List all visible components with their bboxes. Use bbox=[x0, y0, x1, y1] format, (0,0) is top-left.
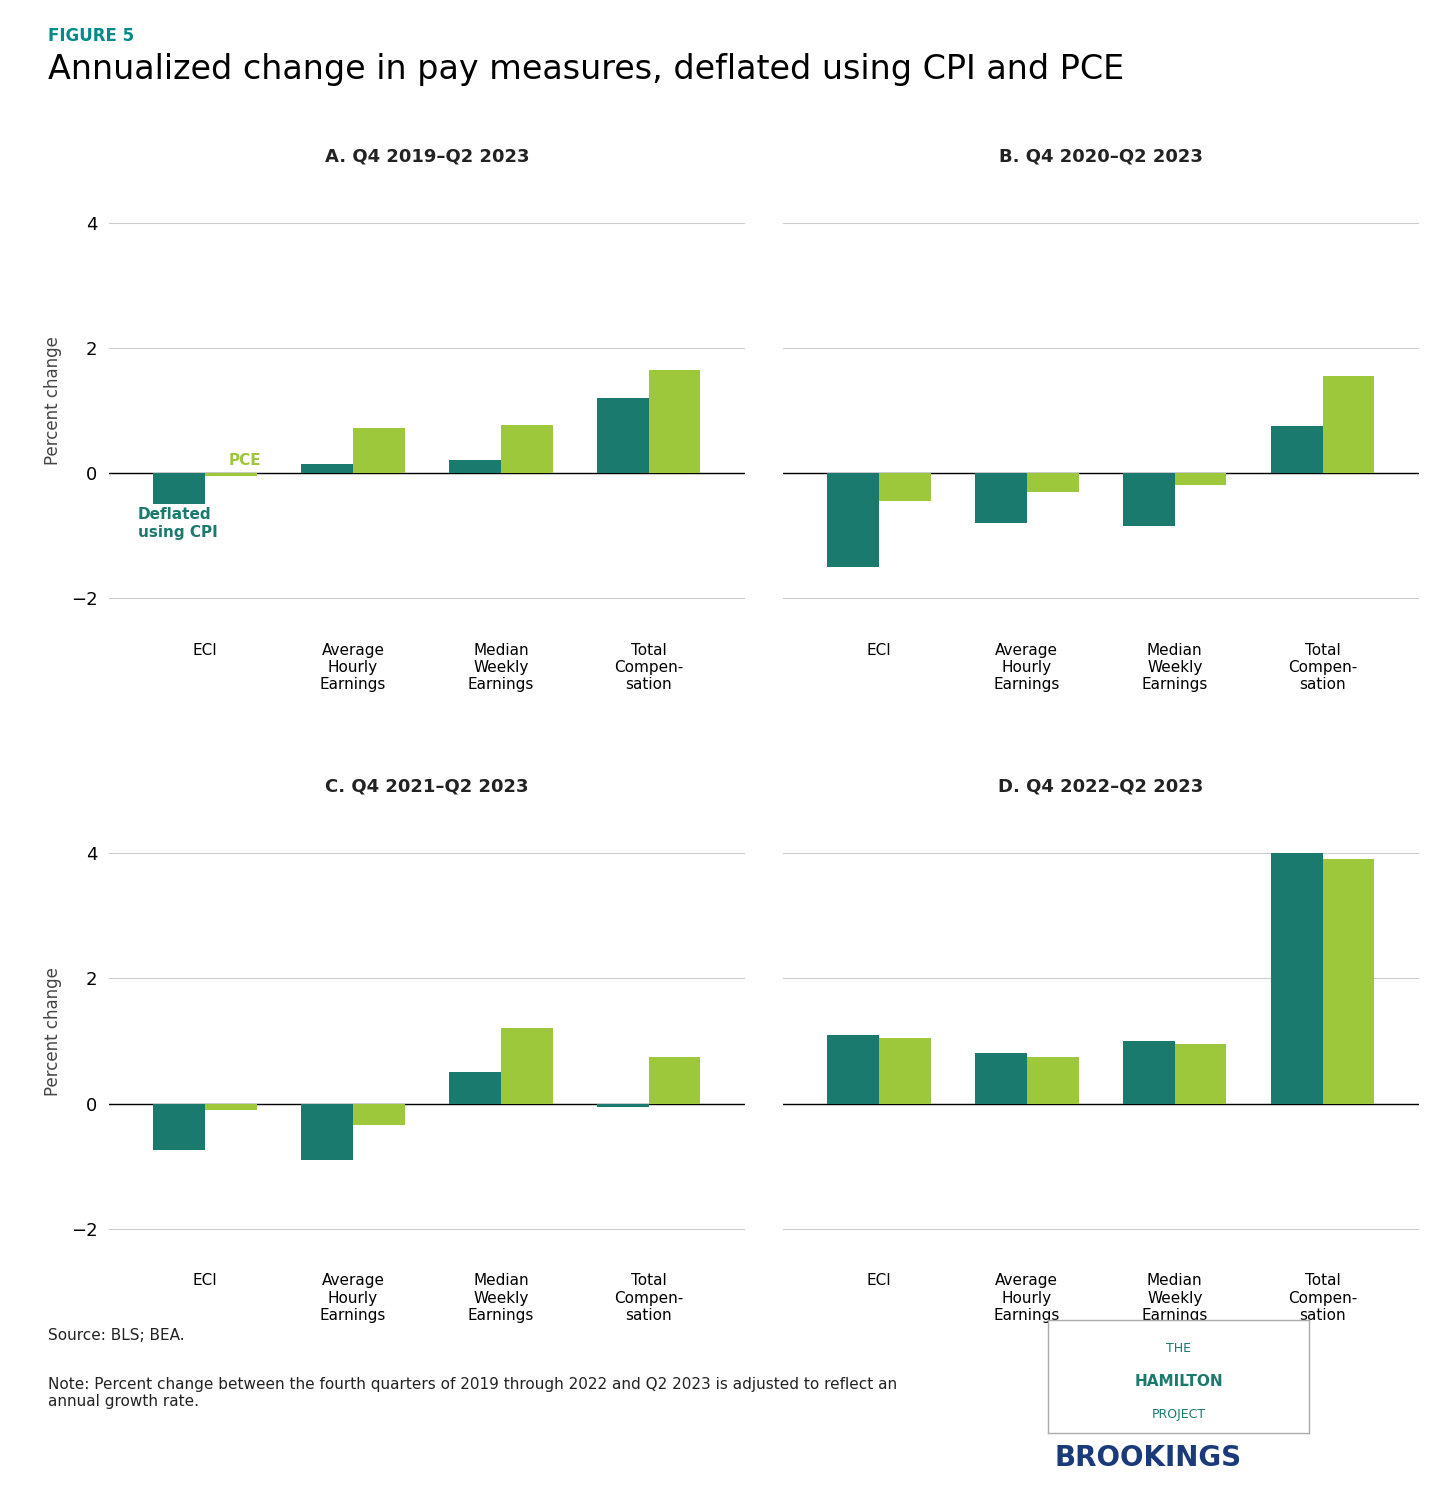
Bar bbox=[879, 1038, 931, 1104]
Bar bbox=[301, 1104, 354, 1160]
Bar bbox=[301, 464, 354, 472]
Bar bbox=[879, 472, 931, 501]
Bar bbox=[1174, 472, 1227, 486]
Bar bbox=[1270, 426, 1323, 472]
Title: B. Q4 2020–Q2 2023: B. Q4 2020–Q2 2023 bbox=[998, 147, 1203, 165]
Bar bbox=[205, 1104, 258, 1110]
Bar bbox=[354, 1104, 404, 1125]
Bar bbox=[1123, 472, 1174, 526]
Bar bbox=[1323, 376, 1375, 472]
Bar bbox=[1027, 1056, 1078, 1104]
Bar bbox=[450, 1072, 501, 1104]
Bar bbox=[649, 369, 700, 472]
Y-axis label: Percent change: Percent change bbox=[44, 968, 63, 1096]
Title: A. Q4 2019–Q2 2023: A. Q4 2019–Q2 2023 bbox=[324, 147, 530, 165]
Bar bbox=[828, 1035, 879, 1104]
Bar bbox=[828, 472, 879, 567]
Text: Note: Percent change between the fourth quarters of 2019 through 2022 and Q2 202: Note: Percent change between the fourth … bbox=[48, 1377, 898, 1410]
Y-axis label: Percent change: Percent change bbox=[44, 336, 63, 465]
Bar bbox=[1270, 853, 1323, 1104]
Bar bbox=[975, 472, 1027, 524]
Title: D. Q4 2022–Q2 2023: D. Q4 2022–Q2 2023 bbox=[998, 778, 1203, 796]
Bar bbox=[649, 1056, 700, 1104]
Bar bbox=[1123, 1041, 1174, 1104]
Bar bbox=[501, 426, 553, 472]
Bar bbox=[1027, 472, 1078, 492]
Bar bbox=[597, 398, 649, 472]
Bar bbox=[354, 427, 404, 472]
Bar bbox=[153, 472, 205, 504]
Text: Annualized change in pay measures, deflated using CPI and PCE: Annualized change in pay measures, defla… bbox=[48, 53, 1125, 86]
Bar bbox=[1323, 859, 1375, 1104]
Text: HAMILTON: HAMILTON bbox=[1135, 1374, 1222, 1389]
Text: PCE: PCE bbox=[228, 453, 260, 468]
Title: C. Q4 2021–Q2 2023: C. Q4 2021–Q2 2023 bbox=[326, 778, 528, 796]
Bar bbox=[450, 460, 501, 472]
Bar bbox=[975, 1053, 1027, 1104]
Bar bbox=[153, 1104, 205, 1150]
Bar bbox=[205, 472, 258, 476]
Text: FIGURE 5: FIGURE 5 bbox=[48, 27, 134, 45]
Bar bbox=[1174, 1044, 1227, 1104]
Bar bbox=[597, 1104, 649, 1107]
Text: BROOKINGS: BROOKINGS bbox=[1055, 1444, 1243, 1473]
Text: PROJECT: PROJECT bbox=[1151, 1407, 1206, 1420]
Text: Deflated
using CPI: Deflated using CPI bbox=[138, 507, 218, 540]
Text: Source: BLS; BEA.: Source: BLS; BEA. bbox=[48, 1328, 185, 1342]
Text: THE: THE bbox=[1165, 1342, 1192, 1356]
Bar bbox=[501, 1029, 553, 1104]
